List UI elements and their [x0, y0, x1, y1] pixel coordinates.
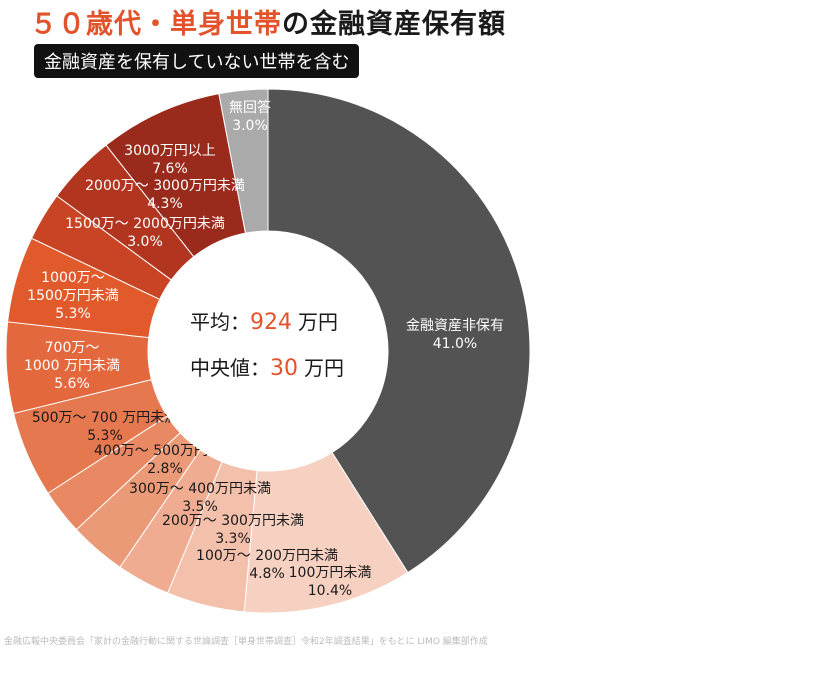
slice-label-1: 100万円未満 10.4%	[289, 565, 372, 599]
slice-label-4: 300万～ 400万円未満 3.5%	[129, 481, 271, 515]
slice-label-3: 200万～ 300万円未満 3.3%	[162, 513, 304, 547]
source-note: 金融広報中央委員会「家計の金融行動に関する世論調査［単身世帯調査］令和2年調査結…	[4, 637, 488, 647]
slice-label-11: 3000万円以上 7.6%	[124, 143, 216, 177]
avg-value: 924	[250, 310, 292, 335]
subtitle-badge: 金融資産を保有していない世帯を含む	[34, 44, 360, 78]
slice-label-2: 100万～ 200万円未満 4.8%	[196, 548, 338, 582]
slice-labels-group: 金融資産非保有 41.0% 100万円未満 10.4%100万～ 200万円未満 4.8…	[24, 99, 504, 599]
avg-label: 平均：	[190, 310, 250, 334]
center-average: 平均：924 万円	[190, 310, 338, 335]
slice-label-9: 1500万～ 2000万円未満 3.0%	[65, 216, 225, 250]
slice-label-12: 無回答 3.0%	[229, 99, 271, 134]
title-accent: ５０歳代・単身世帯	[30, 9, 282, 40]
slice-label-8: 1000万～ 1500万円未満 5.3%	[27, 270, 119, 322]
slices-group	[5, 88, 531, 614]
median-value: 30	[270, 356, 298, 381]
center-median: 中央値：30 万円	[190, 356, 344, 381]
slice-label-10: 2000万～ 3000万円未満 4.3%	[85, 178, 245, 212]
slice-label-0: 金融資産非保有 41.0%	[406, 318, 504, 352]
donut-hole	[148, 231, 388, 471]
median-unit: 万円	[304, 356, 344, 380]
title-main: の金融資産保有額	[282, 9, 506, 40]
chart-title: ５０歳代・単身世帯の金融資産保有額	[30, 2, 506, 41]
slice-label-7: 700万～ 1000 万円未満 5.6%	[24, 340, 120, 392]
median-label: 中央値：	[190, 356, 270, 380]
avg-unit: 万円	[298, 310, 338, 334]
slice-label-6: 500万～ 700 万円未満 5.3%	[32, 410, 178, 444]
